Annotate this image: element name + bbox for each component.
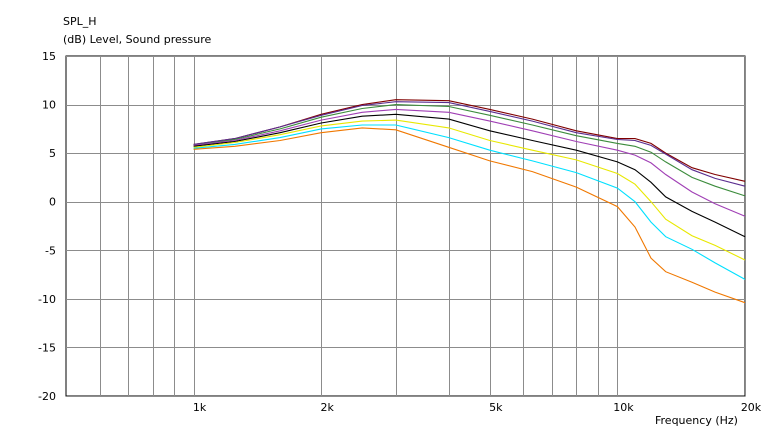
series-line — [193, 99, 746, 182]
x-tick-label: 2k — [320, 401, 334, 414]
y-tick-label: 0 — [49, 196, 56, 209]
y-tick-label: 10 — [42, 99, 56, 112]
y-tick-label: 5 — [49, 147, 56, 160]
plot-area — [65, 55, 746, 397]
x-axis-label: Frequency (Hz) — [655, 414, 738, 427]
series-line — [193, 104, 746, 197]
series-line — [193, 113, 746, 238]
series-line — [193, 101, 746, 187]
series-line — [193, 127, 746, 304]
chart-title: SPL_H — [63, 15, 97, 28]
x-tick-label: 5k — [489, 401, 503, 414]
grid-lines — [66, 56, 746, 397]
x-tick-label: 1k — [193, 401, 207, 414]
series-line — [193, 124, 746, 280]
x-tick-label: 10k — [613, 401, 634, 414]
y-tick-label: 15 — [42, 50, 56, 63]
y-tick-label: -10 — [38, 293, 56, 306]
y-tick-labels: 15 10 5 0 -5 -10 -15 -20 — [38, 50, 56, 403]
y-tick-label: -20 — [38, 390, 56, 403]
series-line — [193, 108, 746, 217]
series-line — [193, 119, 746, 261]
y-tick-label: -5 — [45, 244, 56, 257]
y-tick-label: -15 — [38, 341, 56, 354]
x-tick-label: 20k — [741, 401, 762, 414]
y-axis-label: (dB) Level, Sound pressure — [63, 33, 212, 46]
curves — [193, 99, 746, 304]
x-tick-labels: 1k 2k 5k 10k 20k — [193, 401, 762, 414]
